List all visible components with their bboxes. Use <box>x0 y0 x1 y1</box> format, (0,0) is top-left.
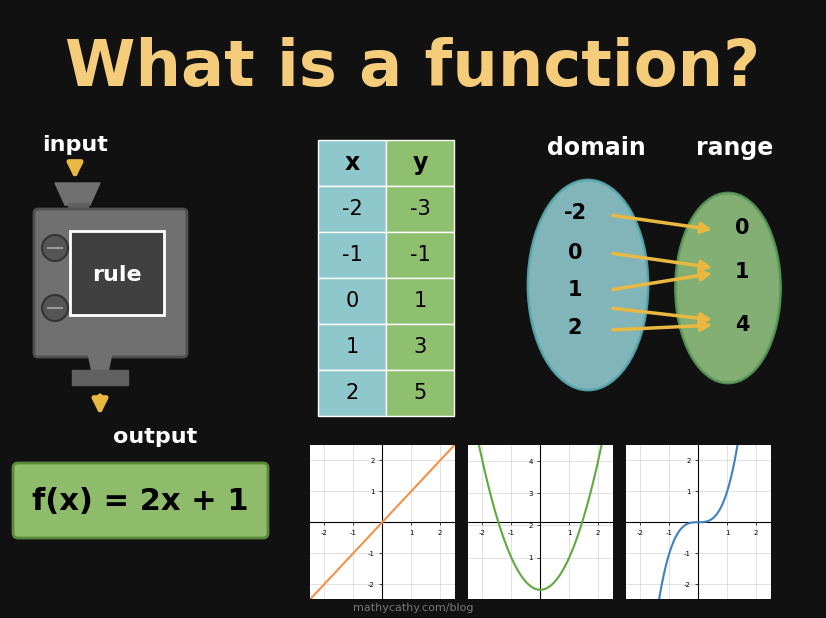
Text: 1: 1 <box>345 337 358 357</box>
Text: mathycathy.com/blog: mathycathy.com/blog <box>353 603 473 613</box>
Text: 2: 2 <box>567 318 582 338</box>
Bar <box>386 232 454 278</box>
Polygon shape <box>55 183 100 205</box>
Bar <box>386 324 454 370</box>
Text: x: x <box>344 151 359 175</box>
FancyBboxPatch shape <box>34 209 187 357</box>
Polygon shape <box>88 353 112 372</box>
Circle shape <box>42 235 68 261</box>
Text: 1: 1 <box>567 280 582 300</box>
Polygon shape <box>68 203 88 215</box>
FancyBboxPatch shape <box>13 463 268 538</box>
Text: 0: 0 <box>567 243 582 263</box>
Bar <box>386 186 454 232</box>
Bar <box>318 186 386 232</box>
Text: 4: 4 <box>735 315 749 335</box>
Text: output: output <box>113 427 197 447</box>
Text: 5: 5 <box>413 383 426 403</box>
Text: What is a function?: What is a function? <box>65 37 761 99</box>
Bar <box>386 140 454 186</box>
Text: rule: rule <box>93 265 142 285</box>
Text: -2: -2 <box>342 199 363 219</box>
Bar <box>386 278 454 324</box>
Bar <box>318 232 386 278</box>
Text: -3: -3 <box>410 199 430 219</box>
Bar <box>386 370 454 416</box>
Bar <box>318 140 386 186</box>
Bar <box>318 370 386 416</box>
Text: 2: 2 <box>345 383 358 403</box>
Text: -2: -2 <box>563 203 586 223</box>
Text: 1: 1 <box>735 262 749 282</box>
Polygon shape <box>72 370 128 385</box>
Text: domain: domain <box>547 136 645 160</box>
Circle shape <box>42 295 68 321</box>
Text: 0: 0 <box>345 291 358 311</box>
Text: -1: -1 <box>342 245 363 265</box>
Text: 3: 3 <box>413 337 426 357</box>
Ellipse shape <box>676 193 781 383</box>
Text: y: y <box>412 151 428 175</box>
FancyBboxPatch shape <box>70 231 164 315</box>
Text: f(x) = 2x + 1: f(x) = 2x + 1 <box>31 488 249 517</box>
Text: 1: 1 <box>413 291 426 311</box>
Text: range: range <box>696 136 774 160</box>
Bar <box>318 324 386 370</box>
Bar <box>318 278 386 324</box>
Ellipse shape <box>528 180 648 390</box>
Text: 0: 0 <box>735 218 749 238</box>
Text: input: input <box>42 135 108 155</box>
Text: -1: -1 <box>410 245 430 265</box>
